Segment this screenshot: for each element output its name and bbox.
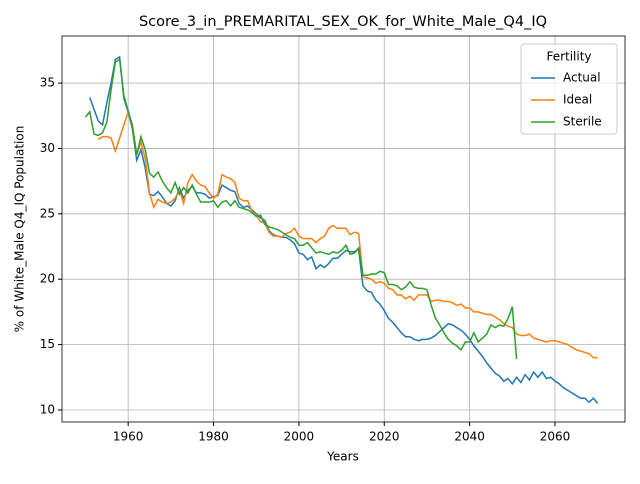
x-tick-label: 1960 (113, 430, 144, 444)
y-tick-label: 20 (40, 272, 55, 286)
x-tick-label: 2040 (454, 430, 485, 444)
data-line (89, 55, 599, 404)
plot-frame (61, 35, 626, 423)
x-tick-label: 2020 (369, 430, 400, 444)
x-tick-label: 1980 (198, 430, 229, 444)
y-tick-label: 35 (40, 76, 55, 90)
chart-title: Score_3_in_PREMARITAL_SEX_OK_for_White_M… (139, 14, 547, 30)
y-axis-label: % of White_Male Q4_IQ Population (13, 126, 27, 333)
y-tick-label: 25 (40, 206, 55, 220)
legend-title: Fertility (546, 50, 591, 64)
x-tick-label: 2000 (284, 430, 315, 444)
y-tick-label: 15 (40, 337, 55, 351)
legend-label: Ideal (563, 93, 592, 107)
legend-label: Sterile (563, 115, 602, 129)
x-tick-label: 2060 (540, 430, 571, 444)
y-tick-label: 30 (40, 141, 55, 155)
legend-label: Actual (563, 71, 601, 85)
data-line (84, 58, 518, 360)
x-axis-label: Years (326, 450, 359, 464)
legend-box (520, 43, 618, 135)
y-tick-label: 10 (40, 402, 55, 416)
